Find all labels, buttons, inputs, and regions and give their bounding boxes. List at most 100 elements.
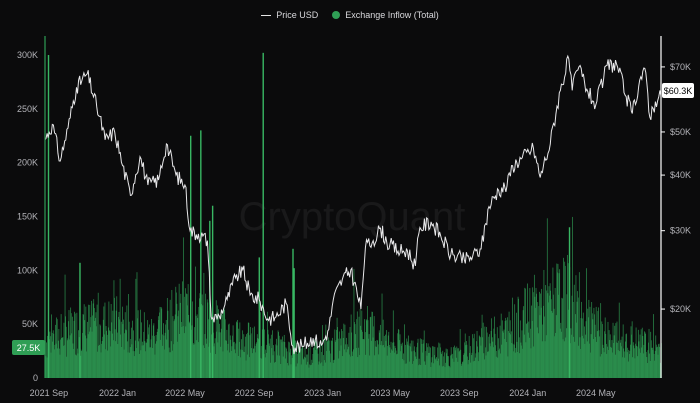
- inflow-bar: [346, 337, 348, 378]
- inflow-bar: [263, 354, 265, 378]
- inflow-bar: [480, 337, 481, 378]
- inflow-bar: [290, 364, 292, 378]
- inflow-bar: [353, 268, 355, 378]
- legend-price[interactable]: Price USD: [261, 10, 318, 20]
- inflow-bar: [354, 322, 355, 378]
- inflow-bar: [231, 350, 232, 378]
- inflow-bar: [341, 329, 342, 378]
- inflow-bar: [658, 344, 659, 378]
- inflow-bar: [143, 331, 145, 378]
- inflow-bar: [559, 328, 561, 378]
- y-right-tick: $40K: [670, 170, 691, 180]
- inflow-bar: [216, 305, 218, 378]
- inflow-bar: [335, 340, 337, 378]
- inflow-bar: [350, 356, 351, 378]
- inflow-bar: [136, 348, 137, 378]
- inflow-bar: [110, 346, 111, 378]
- y-right-tick: $70K: [670, 62, 691, 72]
- inflow-bar: [145, 342, 147, 378]
- inflow-bar: [130, 338, 132, 378]
- inflow-bar: [115, 341, 117, 378]
- inflow-bar: [331, 340, 332, 378]
- inflow-bar: [118, 316, 119, 378]
- inflow-bar: [465, 345, 467, 378]
- inflow-bar: [123, 319, 124, 378]
- inflow-bar: [315, 340, 317, 378]
- inflow-bar: [458, 348, 459, 378]
- inflow-bar: [542, 305, 544, 378]
- legend-inflow[interactable]: Exchange Inflow (Total): [332, 10, 439, 20]
- inflow-bar: [372, 311, 373, 378]
- inflow-bar: [612, 322, 614, 378]
- inflow-bar: [59, 354, 61, 378]
- inflow-bar: [199, 298, 200, 378]
- inflow-bar: [233, 341, 235, 378]
- inflow-bar: [587, 308, 589, 378]
- inflow-bar: [447, 356, 449, 378]
- inflow-bar: [403, 360, 405, 378]
- inflow-bar: [631, 334, 632, 378]
- inflow-bar: [168, 329, 169, 378]
- inflow-bar: [77, 353, 79, 378]
- inflow-bar: [257, 338, 259, 378]
- inflow-bar: [104, 334, 105, 378]
- inflow-bar: [630, 326, 632, 378]
- inflow-bar: [218, 332, 220, 378]
- inflow-bar: [224, 309, 226, 378]
- inflow-bar: [449, 367, 451, 378]
- inflow-bar: [171, 289, 173, 378]
- inflow-bar: [593, 307, 595, 378]
- inflow-bar: [350, 314, 352, 378]
- inflow-bar: [465, 340, 467, 378]
- inflow-bar: [137, 318, 138, 378]
- inflow-bar: [98, 344, 100, 378]
- inflow-bar: [65, 316, 66, 378]
- inflow-bar: [540, 293, 541, 378]
- x-tick: 2022 Jan: [99, 388, 136, 398]
- inflow-bar: [129, 352, 131, 378]
- inflow-bar: [131, 344, 133, 378]
- inflow-bar: [134, 351, 136, 378]
- inflow-bar: [178, 310, 179, 378]
- inflow-bar: [504, 320, 506, 378]
- inflow-bar: [132, 351, 134, 378]
- inflow-bar: [120, 321, 122, 378]
- inflow-bar: [142, 341, 143, 378]
- inflow-bar: [450, 347, 452, 378]
- inflow-bar: [242, 330, 244, 378]
- inflow-bar: [251, 353, 253, 378]
- inflow-bar: [588, 299, 590, 378]
- inflow-bar: [659, 346, 661, 378]
- inflow-bar: [490, 346, 491, 378]
- inflow-bar: [239, 322, 241, 378]
- inflow-bar: [453, 347, 454, 378]
- inflow-bar: [394, 345, 396, 378]
- inflow-bar: [374, 355, 376, 378]
- inflow-bar: [102, 319, 104, 378]
- inflow-bar: [590, 352, 591, 378]
- inflow-bar: [352, 351, 354, 378]
- inflow-bar: [284, 341, 286, 378]
- inflow-bar: [519, 320, 521, 378]
- inflow-bar: [194, 344, 196, 378]
- inflow-bar: [457, 361, 459, 378]
- inflow-bar: [539, 315, 541, 378]
- inflow-bar: [399, 334, 401, 378]
- y-right-tick: $30K: [670, 226, 691, 236]
- inflow-bar: [125, 330, 127, 378]
- inflow-bar: [412, 340, 414, 378]
- inflow-bar: [532, 292, 534, 378]
- inflow-bar: [189, 323, 191, 378]
- inflow-bar: [119, 319, 120, 378]
- inflow-bar: [655, 344, 657, 378]
- inflow-bar: [549, 295, 550, 378]
- inflow-bar: [269, 338, 271, 378]
- inflow-bar: [176, 303, 178, 378]
- inflow-bar: [354, 324, 356, 378]
- inflow-bar: [197, 317, 199, 378]
- inflow-bar: [645, 351, 647, 378]
- inflow-bar: [314, 350, 316, 378]
- inflow-bar: [439, 343, 441, 378]
- inflow-bar: [613, 335, 615, 378]
- inflow-bar: [130, 327, 132, 378]
